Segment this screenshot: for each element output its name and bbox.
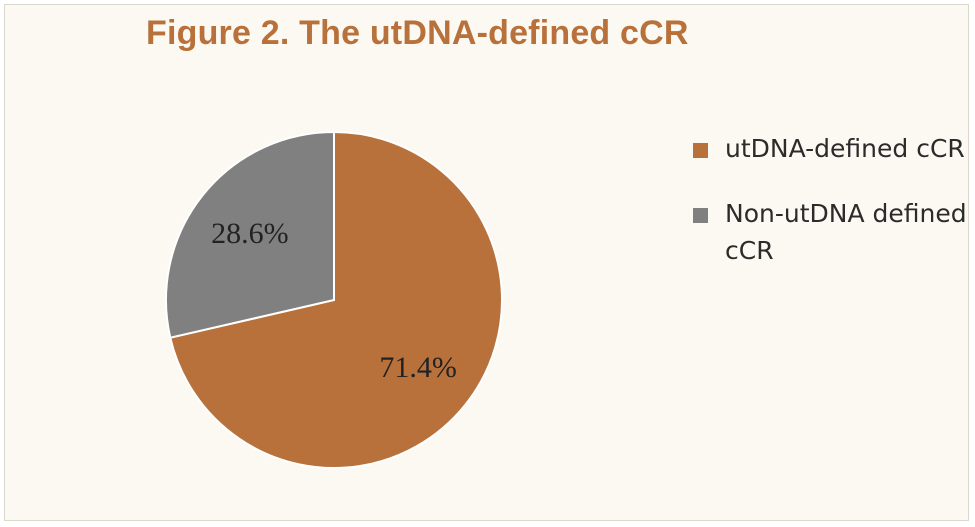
pie-label-utdna-defined: 71.4% xyxy=(379,351,457,384)
chart-legend: utDNA-defined cCR Non-utDNA defined cCR xyxy=(693,130,975,297)
legend-swatch-utdna-defined xyxy=(693,143,708,158)
chart-title: Figure 2. The utDNA-defined cCR xyxy=(146,14,689,52)
legend-label-non-utdna-defined: Non-utDNA defined cCR xyxy=(725,199,967,265)
pie-label-non-utdna-defined: 28.6% xyxy=(211,217,289,250)
pie-slice-non-utdna-defined xyxy=(165,130,335,339)
legend-item-utdna-defined: utDNA-defined cCR xyxy=(693,130,975,167)
pie-slices xyxy=(165,130,503,469)
legend-label-utdna-defined: utDNA-defined cCR xyxy=(725,134,965,163)
legend-swatch-non-utdna-defined xyxy=(693,208,708,223)
pie-slice-labels: 71.4% 28.6% xyxy=(211,217,457,384)
legend-item-non-utdna-defined: Non-utDNA defined cCR xyxy=(693,195,975,269)
pie-slice-utdna-defined xyxy=(169,130,503,469)
